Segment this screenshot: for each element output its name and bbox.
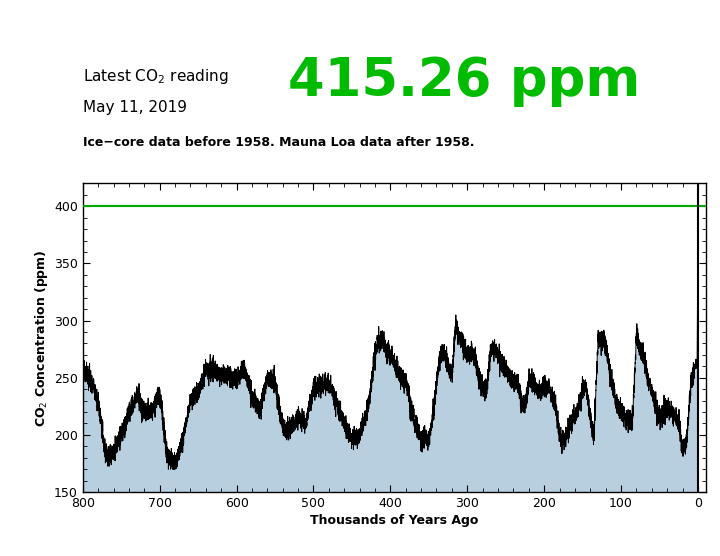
Text: Ice−core data before 1958. Mauna Loa data after 1958.: Ice−core data before 1958. Mauna Loa dat…	[83, 136, 474, 149]
Y-axis label: CO$_2$ Concentration (ppm): CO$_2$ Concentration (ppm)	[33, 249, 50, 426]
X-axis label: Thousands of Years Ago: Thousands of Years Ago	[310, 514, 478, 527]
Text: 415.26 ppm: 415.26 ppm	[288, 54, 640, 107]
Text: May 11, 2019: May 11, 2019	[83, 100, 186, 115]
Text: Latest CO$_2$ reading: Latest CO$_2$ reading	[83, 67, 229, 86]
